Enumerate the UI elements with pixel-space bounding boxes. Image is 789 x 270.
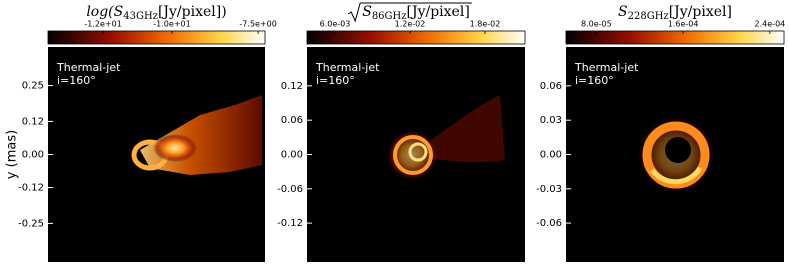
y-tick-label: 0.00 xyxy=(22,150,44,161)
colorbar-tick-label: 1.2e-02 xyxy=(395,20,426,29)
title-sub: 86GHz xyxy=(372,11,407,22)
colorbar xyxy=(565,30,785,45)
y-tick-label: 0.06 xyxy=(540,81,562,92)
y-tick-label: -0.06 xyxy=(277,184,303,195)
annotation: Thermal-jet xyxy=(574,61,639,74)
y-tick-label: 0.12 xyxy=(281,81,303,92)
colorbar-title: S228GHz[Jy/pixel] xyxy=(618,4,732,22)
colorbar-tick-label: -7.5e+00 xyxy=(239,20,276,29)
colorbar xyxy=(47,30,266,45)
title-text: S xyxy=(362,4,372,20)
y-tick-label: 0.06 xyxy=(281,115,303,126)
title-text: [Jy/pixel] xyxy=(669,4,732,20)
title-sub: 228GHz xyxy=(628,11,669,22)
y-tick-label: -0.12 xyxy=(277,218,303,229)
y-tick-label: -0.12 xyxy=(18,183,44,194)
title-sub: 43GHz xyxy=(123,11,158,22)
emission xyxy=(649,166,703,185)
annotation: i=160° xyxy=(57,74,96,87)
colorbar-tick-label: 6.0e-03 xyxy=(320,20,351,29)
emission xyxy=(425,95,505,163)
title-text: [Jy/pixel] xyxy=(407,4,470,20)
y-tick-label: 0.25 xyxy=(22,81,44,92)
panel: log(S43GHz[Jy/pixel])-1.2e+01 -1.0e+01 -7.… xyxy=(5,4,277,262)
y-axis-label: y (mas) xyxy=(5,130,20,179)
y-tick-label: 0.12 xyxy=(22,116,44,127)
colorbar-tick-label: 8.0e-05 xyxy=(581,20,612,29)
y-tick-label: -0.25 xyxy=(18,218,44,229)
y-tick-label: -0.03 xyxy=(536,184,562,195)
y-tick-label: 0.00 xyxy=(281,150,303,161)
colorbar-title: log(S43GHz[Jy/pixel]) xyxy=(86,4,226,22)
colorbar-tick-label: -1.2e+01 xyxy=(84,20,121,29)
y-tick-label: -0.06 xyxy=(536,218,562,229)
colorbar-tick-label: -1.0e+01 xyxy=(153,20,190,29)
colorbar-tick-label: 1.8e-02 xyxy=(470,20,501,29)
annotation: i=160° xyxy=(575,74,614,87)
title-text: [Jy/pixel]) xyxy=(158,4,227,20)
title-text: log(S xyxy=(86,4,123,20)
annotation: Thermal-jet xyxy=(315,61,380,74)
colorbar xyxy=(306,30,526,45)
annotation: Thermal-jet xyxy=(56,61,121,74)
emission xyxy=(393,135,433,175)
panel: S228GHz[Jy/pixel] 8.0e-05 1.6e-04 2.4e-04 0.… xyxy=(536,4,785,262)
panel: S86GHz[Jy/pixel] 6.0e-03 1.2e-02 1.8e-02 0.1… xyxy=(277,2,526,262)
y-tick-label: 0.00 xyxy=(540,150,562,161)
title-text: S xyxy=(618,4,628,20)
colorbar-tick-label: 2.4e-04 xyxy=(755,20,786,29)
emission xyxy=(408,142,428,162)
emission xyxy=(153,134,197,162)
y-tick-label: 0.03 xyxy=(540,115,562,126)
shadow xyxy=(665,137,691,163)
annotation: i=160° xyxy=(316,74,355,87)
sqrt-sign xyxy=(347,2,472,23)
colorbar-title: S86GHz[Jy/pixel] xyxy=(362,4,470,22)
colorbar-tick-label: 1.6e-04 xyxy=(668,20,699,29)
